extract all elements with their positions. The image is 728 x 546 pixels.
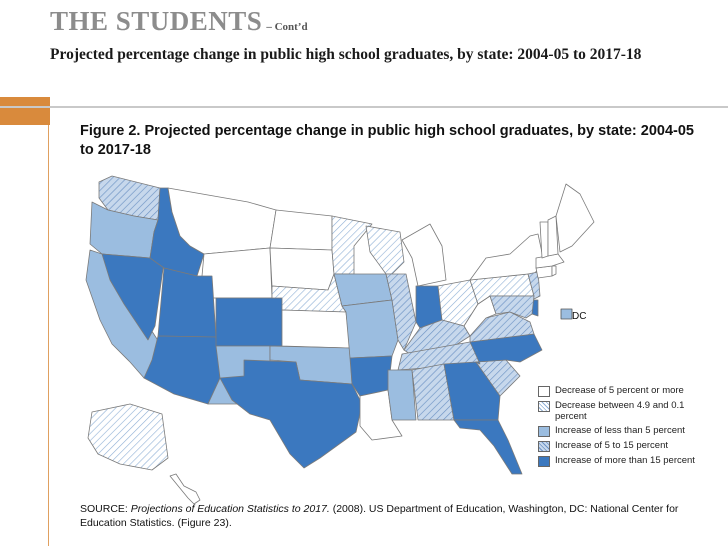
legend-label: Increase of 5 to 15 percent <box>555 440 669 451</box>
legend-label: Decrease between 4.9 and 0.1 percent <box>555 400 685 422</box>
dc-marker <box>560 308 573 320</box>
state-co <box>215 297 283 347</box>
legend-item: Increase of 5 to 15 percent <box>538 440 718 452</box>
legend-swatch <box>538 386 550 397</box>
figure-panel: Figure 2. Projected percentage change in… <box>60 108 728 546</box>
map-legend: Decrease of 5 percent or more Decrease be… <box>538 385 718 470</box>
legend-item: Increase of more than 15 percent <box>538 455 718 467</box>
legend-swatch <box>538 401 550 412</box>
state-az <box>143 335 221 405</box>
legend-label: Increase of less than 5 percent <box>555 425 685 436</box>
slide-title-suffix: – Cont’d <box>266 21 308 33</box>
accent-bar <box>0 97 50 125</box>
state-nc <box>469 333 543 365</box>
us-map <box>85 175 595 505</box>
legend-item: Increase of less than 5 percent <box>538 425 718 437</box>
state-nj <box>527 271 541 301</box>
state-tx <box>219 359 363 469</box>
accent-line <box>48 125 49 546</box>
dc-label: DC <box>572 311 587 322</box>
source-prefix: SOURCE: <box>80 503 131 515</box>
legend-label: Increase of more than 15 percent <box>555 455 695 466</box>
legend-label: Decrease of 5 percent or more <box>555 385 684 396</box>
slide-title: THE STUDENTS – Cont’d <box>50 6 308 37</box>
figure-source: SOURCE: Projections of Education Statist… <box>80 502 720 530</box>
state-mn <box>331 215 373 275</box>
state-ar <box>349 355 393 397</box>
state-fl <box>453 419 523 475</box>
state-me <box>555 183 595 253</box>
legend-item: Decrease of 5 percent or more <box>538 385 718 397</box>
state-nh <box>547 215 559 257</box>
state-mo <box>341 299 399 359</box>
source-title: Projections of Education Statistics to 2… <box>130 503 330 515</box>
state-md <box>489 295 535 319</box>
state-ut <box>157 267 217 338</box>
state-wi <box>365 225 405 275</box>
state-sd <box>269 247 335 291</box>
source-rest: (2008). US Department of Education, Wash… <box>80 503 679 529</box>
state-ak <box>87 403 169 471</box>
state-ms <box>387 369 417 421</box>
state-mi <box>401 223 447 287</box>
legend-swatch <box>538 441 550 452</box>
state-ks <box>281 309 351 349</box>
state-ri <box>551 265 557 277</box>
legend-item: Decrease between 4.9 and 0.1 percent <box>538 400 718 422</box>
legend-swatch <box>538 426 550 437</box>
slide-title-text: THE STUDENTS <box>50 6 263 36</box>
slide-subtitle: Projected percentage change in public hi… <box>50 46 642 63</box>
legend-swatch <box>538 456 550 467</box>
figure-title: Figure 2. Projected percentage change in… <box>80 123 694 158</box>
title-divider <box>0 106 728 108</box>
state-nd <box>269 209 333 251</box>
state-hi <box>169 473 201 505</box>
